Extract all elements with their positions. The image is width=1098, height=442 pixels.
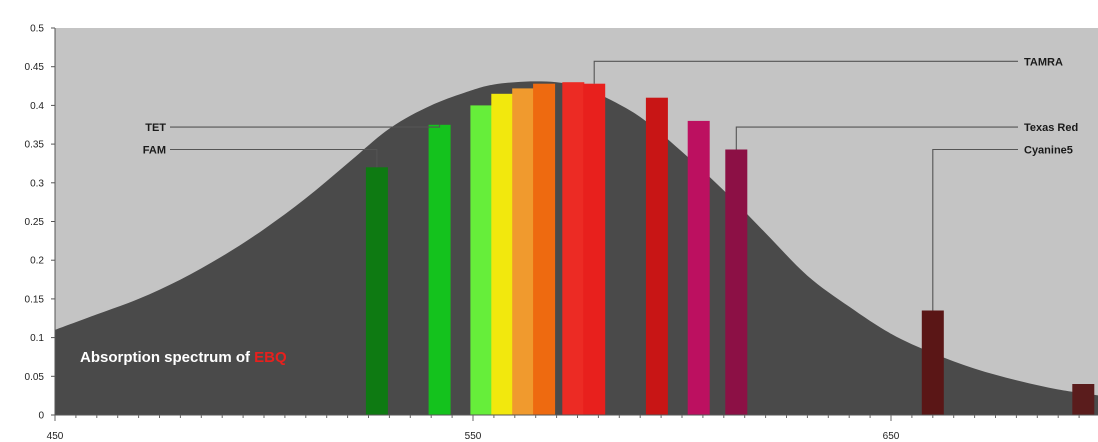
dye-bar-7 bbox=[562, 82, 585, 415]
dye-bar-4 bbox=[491, 93, 514, 416]
y-tick-label: 0.4 bbox=[30, 101, 44, 112]
y-tick-label: 0 bbox=[38, 411, 44, 422]
callout-line-tet bbox=[170, 124, 441, 128]
callout-line-fam bbox=[170, 148, 378, 168]
annotation-prefix: Absorption spectrum of bbox=[80, 349, 254, 366]
dye-bar-2 bbox=[428, 124, 451, 416]
dye-bar-6 bbox=[533, 83, 556, 415]
y-tick-label: 0.45 bbox=[25, 62, 45, 73]
x-tick-label: 650 bbox=[883, 431, 900, 442]
y-tick-label: 0.3 bbox=[30, 178, 44, 189]
callout-line-texas-red bbox=[735, 126, 1018, 150]
callout-label-fam: FAM bbox=[143, 145, 166, 157]
y-tick-label: 0.05 bbox=[25, 372, 45, 383]
callout-line-tamra bbox=[593, 60, 1018, 84]
annotation-highlight: EBQ bbox=[254, 349, 287, 366]
axes: 0 0.05 0.1 0.15 0.2 0.25 0.3 0.35 0.4 0.45 0.5 450 5… bbox=[25, 24, 1098, 442]
callout-label-cyanine5: Cyanine5 bbox=[1024, 145, 1073, 157]
dye-bar-10 bbox=[687, 120, 710, 416]
callout-line-cyanine5 bbox=[932, 148, 1018, 311]
y-tick-label: 0.25 bbox=[25, 217, 45, 228]
y-tick-label: 0.35 bbox=[25, 140, 45, 151]
dye-bar-13 bbox=[1072, 384, 1095, 415]
y-tick-label: 0.1 bbox=[30, 333, 44, 344]
callout-label-tet: TET bbox=[145, 122, 166, 134]
dye-callouts: TET FAM TAMRA Texas Red Cyanine5 bbox=[143, 56, 1078, 311]
dye-bar-5 bbox=[512, 88, 535, 416]
y-tick-label: 0.15 bbox=[25, 294, 45, 305]
x-tick-label: 550 bbox=[465, 431, 482, 442]
callout-label-texas-red: Texas Red bbox=[1024, 122, 1078, 134]
callout-label-tamra: TAMRA bbox=[1024, 56, 1063, 68]
dye-bar-8 bbox=[583, 83, 606, 415]
dye-bar-9 bbox=[645, 97, 668, 415]
dye-bar-12 bbox=[921, 310, 944, 415]
y-tick-label: 0.5 bbox=[30, 24, 44, 35]
dye-bar-11 bbox=[725, 149, 748, 415]
dye-bars bbox=[365, 82, 1095, 416]
x-tick-label: 450 bbox=[47, 431, 64, 442]
dye-bar-1 bbox=[365, 167, 388, 415]
y-tick-label: 0.2 bbox=[30, 256, 44, 267]
chart-annotation: Absorption spectrum of EBQ bbox=[80, 349, 287, 366]
dye-bar-3 bbox=[470, 105, 493, 416]
